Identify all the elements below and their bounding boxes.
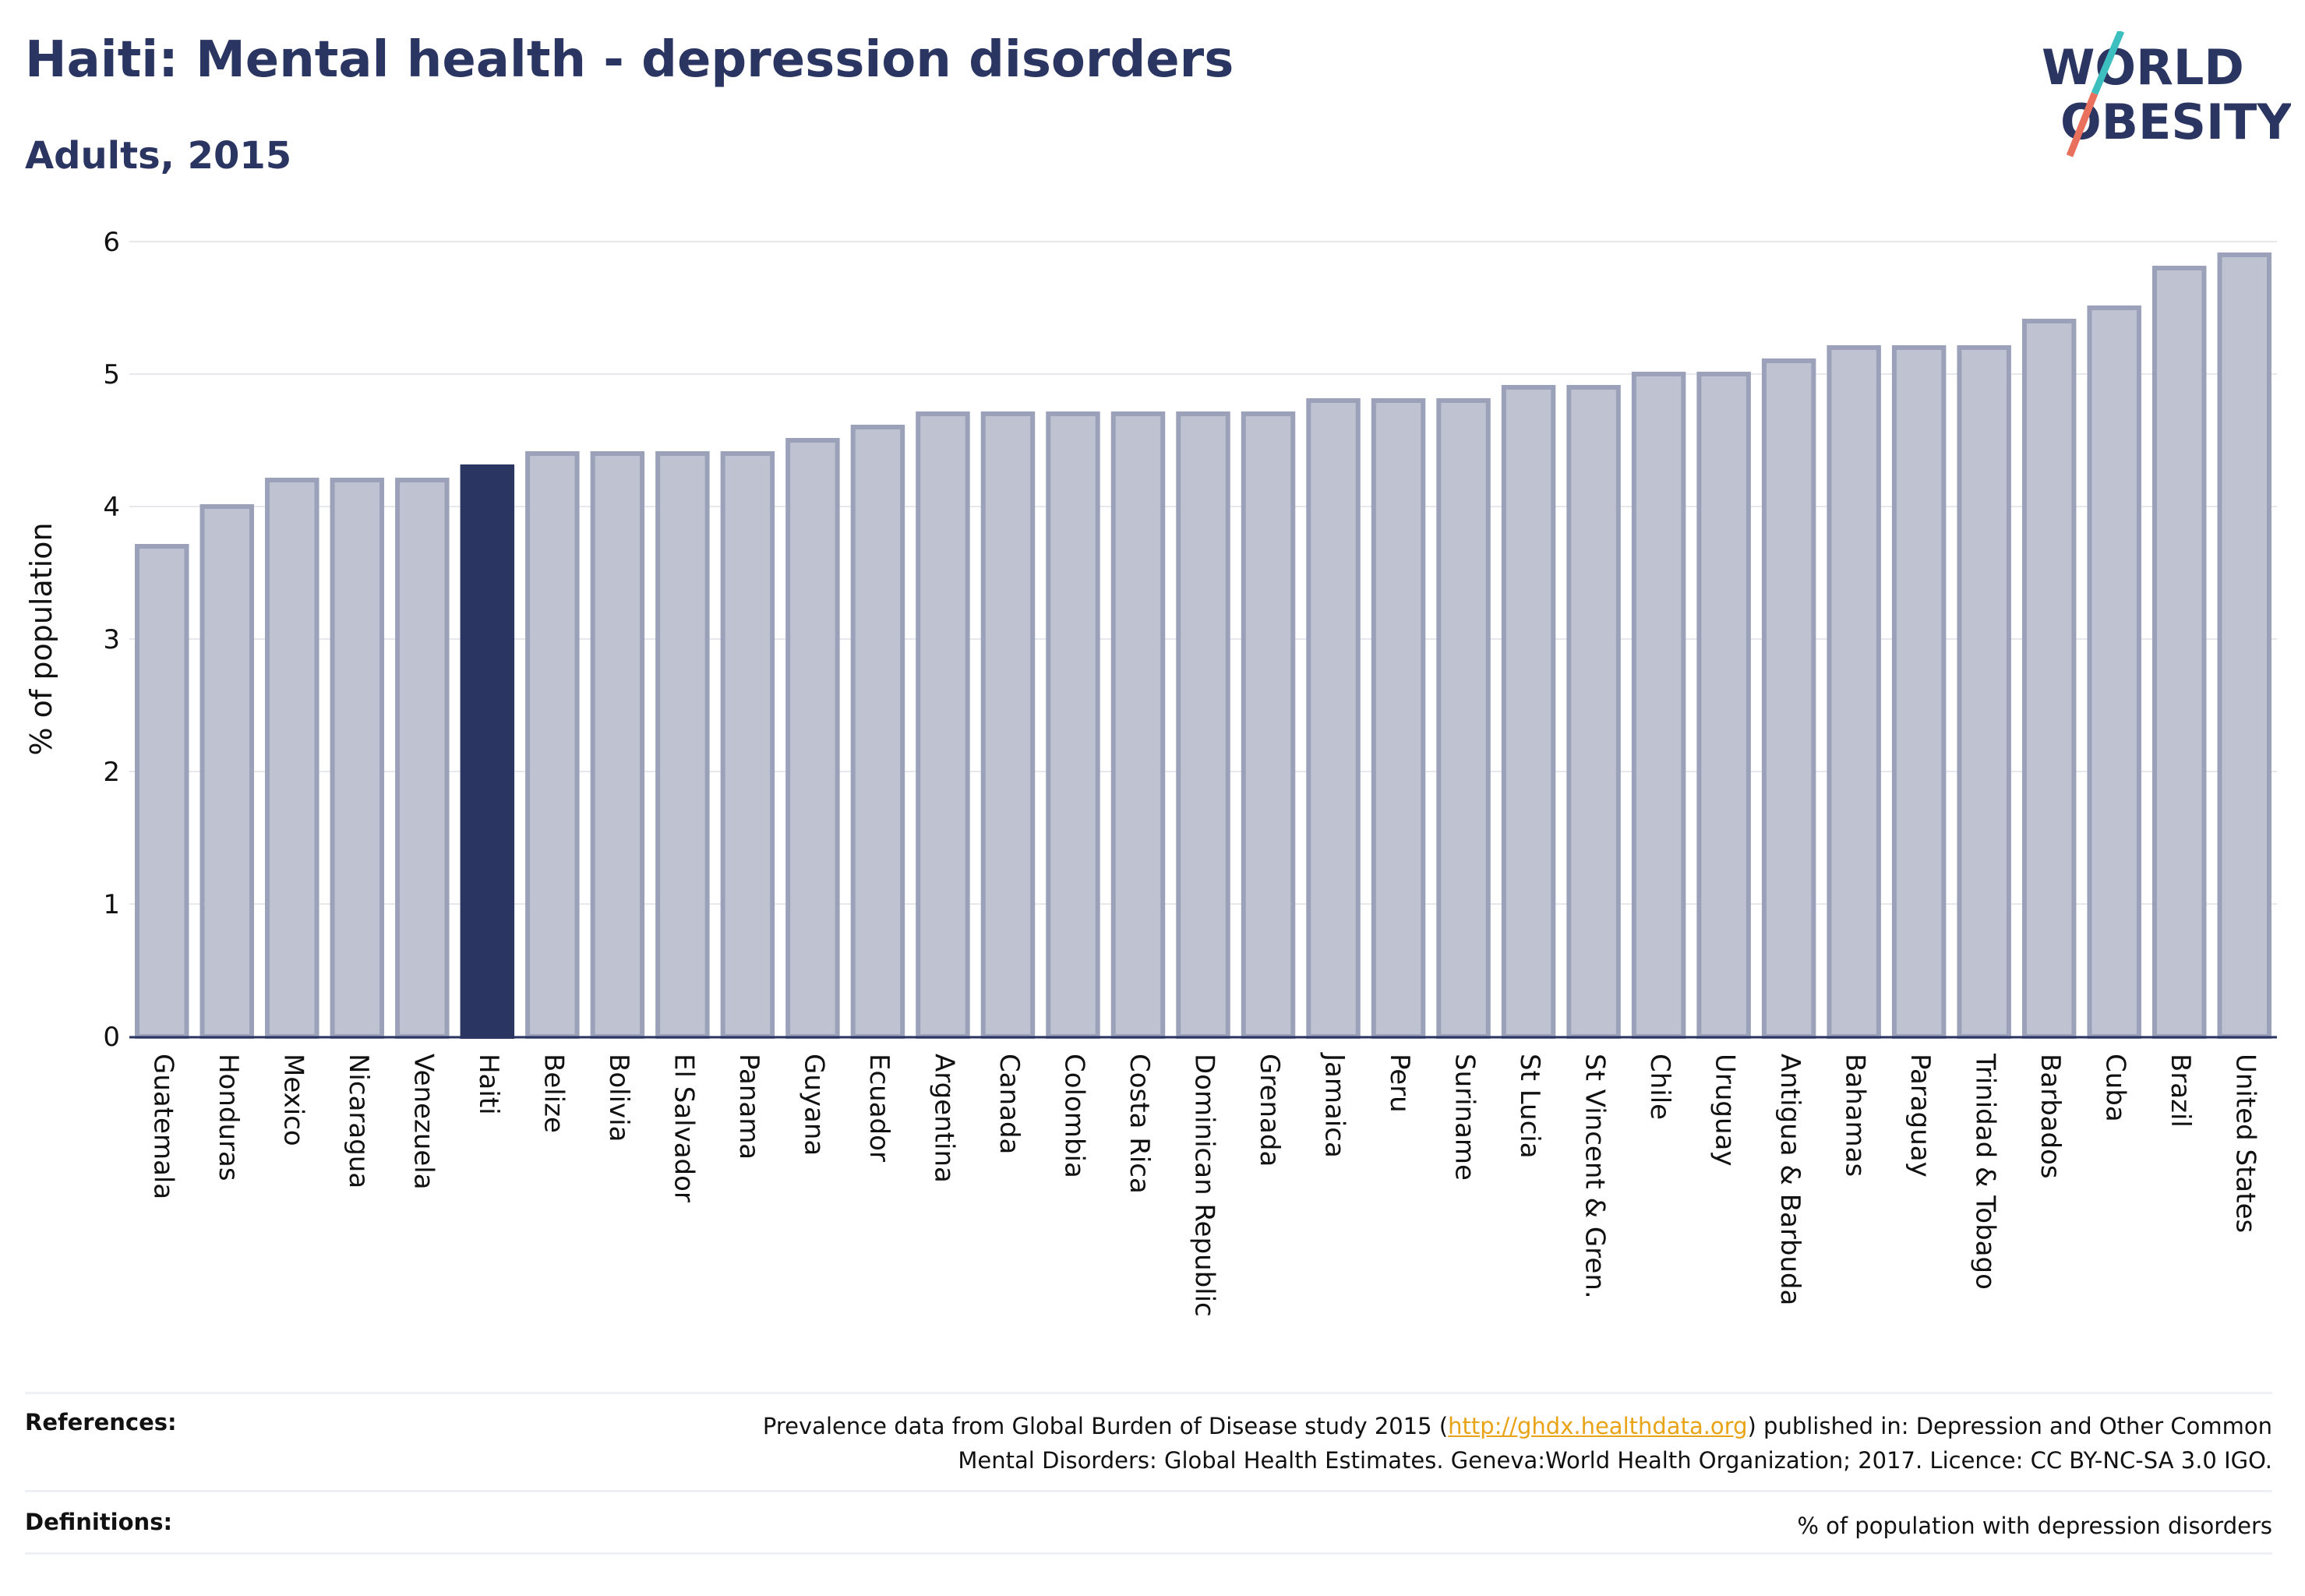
x-tick-label: Brazil [2165,1054,2196,1128]
bar-st-vincent-gren- [1566,385,1621,1039]
bar-colombia [1046,411,1100,1039]
x-tick-label: St Lucia [1514,1054,1545,1159]
definitions-text: % of population with depression disorder… [1797,1513,2272,1539]
x-tick-label: Bahamas [1840,1054,1871,1177]
x-tick-label: Grenada [1254,1054,1285,1167]
x-tick-label: United States [2230,1054,2261,1233]
bar-el-salvador [655,451,710,1039]
x-tick-label: Jamaica [1319,1052,1350,1158]
logo-slash-teal [2091,31,2125,95]
bar-belize [525,451,580,1039]
x-tick-label: Cuba [2100,1054,2131,1122]
y-tick-label: 1 [103,889,120,920]
references-text-after: ) published in: Depression and Other Com… [1747,1413,2273,1439]
x-tick-label: Trinidad & Tobago [1970,1053,2001,1290]
bars [135,252,2271,1039]
bar-suriname [1436,398,1491,1039]
x-axis-categories: Guatemala Honduras Mexico Nicaragua Venezuel… [147,1052,2261,1317]
chart-subtitle: Adults, 2015 [25,134,292,178]
y-tick-label: 0 [103,1022,120,1053]
x-tick-label: Argentina [928,1054,959,1183]
x-tick-label: El Salvador [668,1054,699,1202]
bar-bolivia [590,451,645,1039]
x-tick-label: Ecuador [863,1054,895,1162]
x-tick-label: Haiti [473,1054,504,1115]
y-tick-label: 2 [103,757,120,788]
bar-antigua-barbuda [1761,358,1816,1039]
bar-barbados [2021,319,2077,1039]
bar-dominican-republic [1176,411,1230,1039]
bar-mexico [265,478,319,1039]
x-tick-label: Peru [1384,1054,1415,1113]
bar-grenada [1241,411,1296,1039]
x-tick-label: St Vincent & Gren. [1580,1054,1611,1299]
bar-st-lucia [1501,385,1556,1039]
bar-brazil [2151,266,2207,1039]
bar-united-states [2217,252,2271,1039]
footer-rule-middle [25,1490,2272,1492]
bar-honduras [199,504,255,1039]
references-text-before: Prevalence data from Global Burden of Di… [762,1413,1449,1439]
bar-guatemala [135,544,189,1039]
x-tick-label: Guatemala [147,1054,178,1199]
x-tick-label: Uruguay [1710,1054,1741,1167]
bar-paraguay [1891,345,1947,1039]
bar-chile [1631,372,1686,1039]
world-obesity-logo: WORLD OBESITY [2042,31,2291,157]
x-tick-label: Belize [538,1054,569,1133]
definitions-label: Definitions: [25,1509,173,1535]
x-tick-label: Honduras [213,1054,244,1181]
x-tick-label: Guyana [798,1054,829,1156]
x-tick-label: Panama [733,1054,764,1160]
bar-venezuela [395,478,450,1039]
bar-nicaragua [330,478,385,1039]
x-tick-label: Barbados [2035,1054,2066,1179]
bar-canada [980,411,1036,1039]
bar-haiti [460,464,515,1039]
footer-rule-bottom [25,1552,2272,1555]
bar-trinidad-tobago [1957,345,2011,1039]
bar-argentina [916,411,970,1039]
x-tick-label: Dominican Republic [1189,1054,1220,1317]
bar-costa-rica [1110,411,1166,1039]
bar-uruguay [1696,372,1751,1039]
bar-ecuador [850,425,905,1039]
bar-bahamas [1827,345,1881,1039]
references-link[interactable]: http://ghdx.healthdata.org [1448,1413,1748,1439]
y-tick-label: 3 [103,624,120,655]
references-section: References: Prevalence data from Global … [25,1409,2272,1478]
bar-cuba [2087,305,2141,1039]
references-label: References: [25,1409,177,1435]
x-tick-label: Chile [1644,1054,1675,1120]
x-tick-label: Venezuela [408,1054,439,1190]
x-tick-label: Colombia [1058,1054,1089,1178]
bar-chart: 0 1 2 3 4 5 6 Guatemala Honduras Mexico Nicaragua… [24,227,2277,1317]
y-tick-label: 6 [103,227,120,258]
x-tick-label: Bolivia [603,1054,634,1142]
references-text: Prevalence data from Global Burden of Di… [763,1409,2272,1478]
bar-guyana [785,438,840,1039]
bar-peru [1371,398,1426,1039]
y-axis-label: % of population [24,522,58,755]
references-line2: Mental Disorders: Global Health Estimate… [958,1447,2272,1474]
bar-jamaica [1306,398,1361,1039]
x-tick-label: Nicaragua [343,1054,374,1188]
footer-rule-top [25,1392,2272,1394]
chart-title: Haiti: Mental health - depression disord… [25,31,1234,89]
logo-line2: OBESITY [2060,94,2291,150]
x-tick-label: Canada [994,1054,1025,1154]
x-tick-label: Paraguay [1904,1054,1936,1178]
x-tick-label: Mexico [277,1054,309,1146]
bar-panama [720,451,775,1039]
y-tick-label: 4 [103,492,120,523]
definitions-section: Definitions: % of population with depres… [25,1509,2272,1543]
logo-line1: WORLD [2042,39,2244,96]
logo-slash-coral [2066,92,2099,157]
x-tick-label: Antigua & Barbuda [1774,1054,1806,1305]
y-tick-label: 5 [103,359,120,390]
x-tick-label: Costa Rica [1124,1054,1155,1194]
y-axis-ticks: 0 1 2 3 4 5 6 [103,227,120,1053]
x-tick-label: Suriname [1449,1054,1481,1181]
